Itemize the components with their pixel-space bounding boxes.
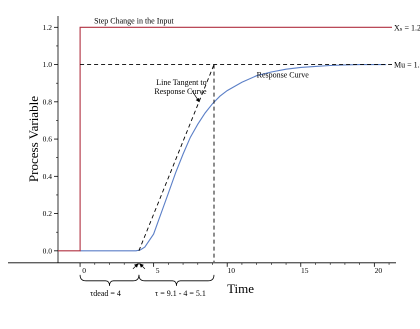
axes: 0.0 0.2 0.4 0.6 0.8 1.0 1.2 0 5 10 15 20 <box>8 16 396 275</box>
x-tick-label: 10 <box>227 266 235 275</box>
tangent-label-line2: Response Curve <box>154 87 207 96</box>
y-axis-title: Process Variable <box>26 96 41 182</box>
response-curve-label: Response Curve <box>257 71 310 80</box>
tau-dead-brace <box>79 274 140 286</box>
x-tick-label: 15 <box>301 266 309 275</box>
tangent-label-line1: Line Tangent to <box>156 78 206 87</box>
series-layer <box>58 26 392 286</box>
y-tick-label: 0.6 <box>43 135 53 144</box>
series-response-curve <box>80 64 387 252</box>
tau-brace <box>138 274 215 286</box>
series-step-change-in-the-input <box>58 26 392 252</box>
tau-dead-label: τdead = 4 <box>90 289 121 298</box>
x-tick-label: 20 <box>375 266 383 275</box>
mu-value-label: Mu = 1.0 <box>394 61 420 70</box>
y-tick-label: 0.4 <box>43 172 53 181</box>
x-tick-label: 5 <box>156 266 160 275</box>
x-tick-label: 0 <box>82 266 86 275</box>
series-line-tangent-to-response-curve <box>138 64 215 251</box>
tangent-leader-arrow <box>191 90 200 103</box>
tau-dead-arrow <box>132 263 139 270</box>
tau-arrow <box>139 263 146 270</box>
y-tick-label: 0.8 <box>43 97 53 106</box>
y-tick-label: 0.2 <box>43 209 53 218</box>
xs-value-label: Xₛ = 1.2 <box>394 23 420 32</box>
step-change-label: Step Change in the Input <box>94 16 174 25</box>
y-tick-label: 0.0 <box>43 246 53 255</box>
tau-label: τ = 9.1 - 4 = 5.1 <box>155 289 206 298</box>
labels-layer: Step Change in the Input Xₛ = 1.2 Mu = 1… <box>26 16 420 298</box>
y-tick-label: 1.0 <box>43 60 53 69</box>
y-tick-label: 1.2 <box>43 23 53 32</box>
x-axis-title: Time <box>227 281 254 296</box>
